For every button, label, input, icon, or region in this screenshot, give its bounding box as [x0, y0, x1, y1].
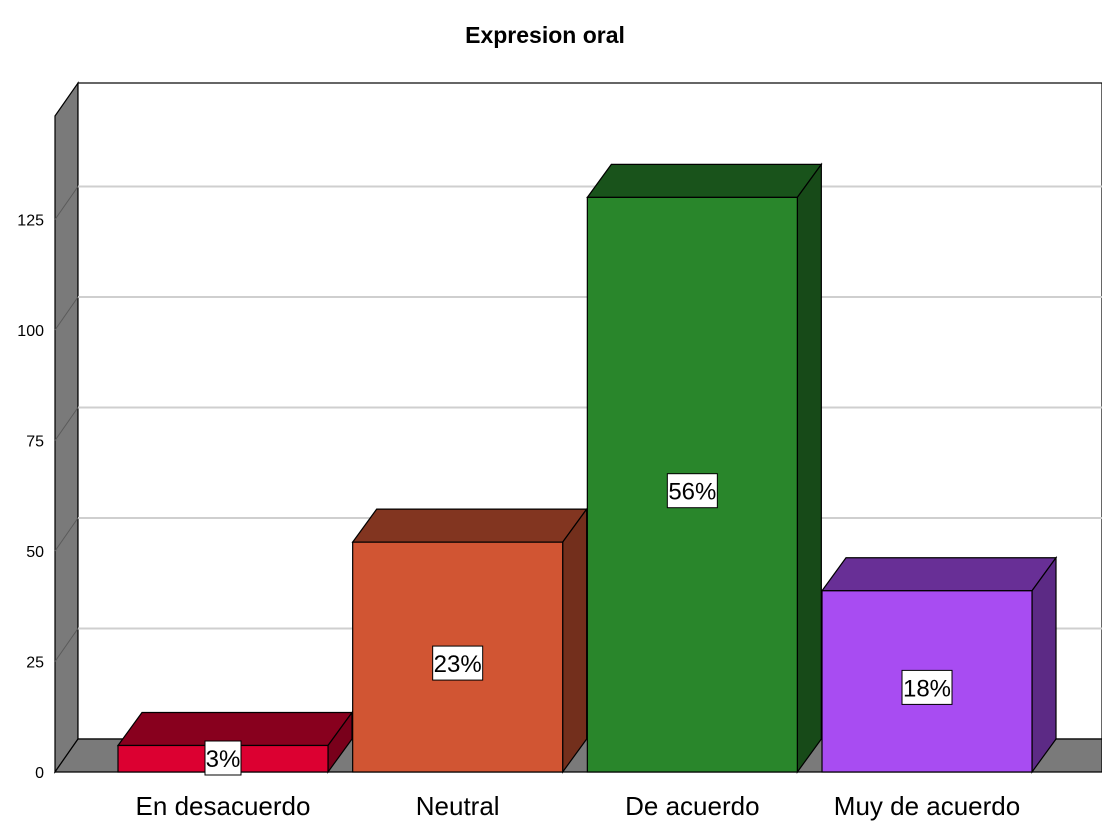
- left-wall: [54, 81, 79, 774]
- gridline-side: [54, 296, 79, 331]
- bar-3: 56%: [586, 162, 823, 774]
- x-category-label: De acuerdo: [625, 791, 759, 821]
- bars: 3% 23% 56% 18%: [116, 162, 1058, 776]
- bar-1: 3%: [116, 710, 354, 776]
- x-category-label: Neutral: [416, 791, 500, 821]
- x-category-label: Muy de acuerdo: [834, 791, 1020, 821]
- bar-top-face: [351, 508, 588, 543]
- y-tick-label: 125: [17, 213, 44, 230]
- y-axis-ticks: 0 25 50 75 100 125: [17, 213, 44, 783]
- bar-top-face: [820, 557, 1058, 592]
- y-tick-label: 25: [26, 655, 44, 672]
- data-label-box: [666, 473, 718, 509]
- data-label-box: [901, 669, 953, 705]
- data-label: 18%: [903, 675, 951, 702]
- data-label: 56%: [668, 479, 716, 506]
- chart-title: Expresion oral: [465, 22, 625, 48]
- data-label: 3%: [206, 746, 241, 773]
- gridline-side: [54, 186, 79, 220]
- data-label-box: [204, 740, 242, 776]
- y-tick-label: 50: [26, 544, 44, 561]
- x-category-label: En desacuerdo: [136, 791, 311, 821]
- y-tick-label: 100: [17, 323, 44, 340]
- bar-2: 23%: [351, 507, 588, 774]
- bar-side-face: [1031, 555, 1057, 774]
- bar-side-face: [796, 162, 822, 774]
- y-tick-label: 0: [35, 765, 44, 782]
- gridline-side: [54, 517, 79, 552]
- data-label-box: [432, 645, 484, 681]
- y-tick-label: 75: [26, 434, 44, 451]
- gridline-side: [54, 628, 79, 662]
- data-label: 23%: [434, 651, 482, 678]
- x-axis-labels: En desacuerdo Neutral De acuerdo Muy de acu…: [136, 791, 1021, 821]
- bar-4: 18%: [820, 555, 1058, 774]
- bar-top-face: [586, 163, 823, 198]
- gridline-side: [54, 407, 79, 441]
- bar-side-face: [562, 507, 588, 774]
